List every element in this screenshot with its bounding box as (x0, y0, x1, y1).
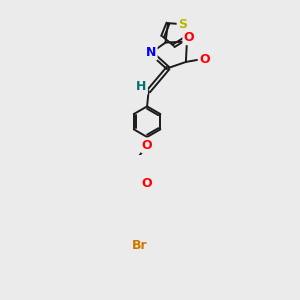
Text: H: H (136, 80, 147, 94)
Text: N: N (146, 46, 156, 59)
Text: O: O (142, 178, 152, 190)
Text: O: O (199, 53, 210, 66)
Text: S: S (178, 18, 187, 31)
Text: O: O (142, 139, 152, 152)
Text: Br: Br (132, 239, 147, 252)
Text: O: O (184, 31, 194, 44)
